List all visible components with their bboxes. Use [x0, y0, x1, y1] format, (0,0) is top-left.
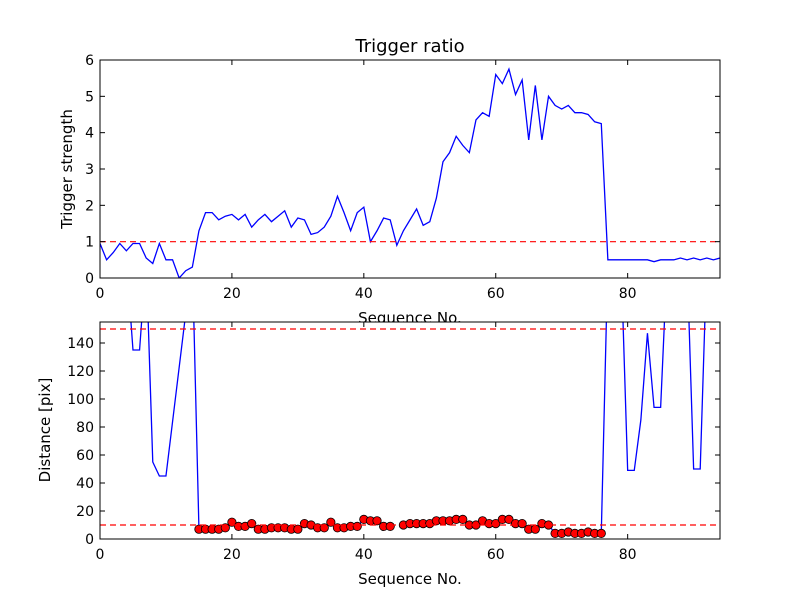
axes-frame-top	[99, 59, 721, 279]
y-tick-label: 1	[85, 235, 94, 251]
bottom-ticks-group: 0 20 40 60 80 0 20 40 60 80 100 120 140	[67, 322, 720, 563]
x-tick-label: 20	[223, 286, 241, 302]
x-tick-label: 80	[619, 547, 637, 563]
x-axis-label-bottom: Sequence No.	[358, 570, 462, 588]
y-tick-label: 60	[76, 448, 94, 464]
data-point	[458, 514, 468, 525]
top-series-group	[100, 67, 720, 278]
data-point	[293, 524, 303, 534]
y-tick-label: 140	[67, 336, 94, 352]
data-point	[220, 523, 230, 533]
y-tick-label: 2	[85, 198, 94, 214]
x-tick-label: 40	[355, 286, 373, 302]
data-point	[326, 517, 336, 527]
y-tick-label: 4	[85, 126, 94, 142]
series-line	[100, 67, 720, 278]
y-tick-label: 5	[85, 89, 94, 105]
data-point	[319, 523, 329, 533]
y-tick-label: 0	[85, 532, 94, 548]
y-tick-label: 40	[76, 476, 94, 492]
data-point	[372, 516, 382, 526]
x-tick-label: 0	[96, 547, 105, 563]
chart-title: Trigger ratio	[354, 36, 464, 57]
y-tick-label: 120	[67, 364, 94, 380]
plot-area-top	[100, 60, 720, 278]
data-point	[227, 517, 237, 527]
data-point	[352, 521, 362, 532]
x-tick-label: 80	[619, 286, 637, 302]
x-tick-label: 40	[355, 547, 373, 563]
data-point	[385, 521, 395, 532]
bottom-series-group	[100, 322, 720, 539]
axes-frame-bottom	[99, 321, 721, 540]
data-point	[596, 528, 606, 539]
y-tick-label: 80	[76, 420, 94, 436]
x-tick-label: 0	[96, 286, 105, 302]
y-axis-label-bottom: Distance [pix]	[36, 378, 54, 483]
y-tick-label: 3	[85, 162, 94, 178]
y-tick-label: 6	[85, 53, 94, 69]
x-tick-label: 60	[487, 286, 505, 302]
y-tick-label: 0	[85, 271, 94, 287]
y-tick-label: 100	[67, 392, 94, 408]
data-point	[491, 518, 501, 529]
data-point	[504, 514, 514, 525]
chart-bottom: 0 20 40 60 80 0 20 40 60 80 100 120 140 Sequence No.…	[36, 321, 721, 588]
data-point	[247, 518, 257, 529]
data-point	[517, 518, 527, 529]
y-tick-label: 20	[76, 504, 94, 520]
y-axis-label-top: Trigger strength	[58, 109, 76, 230]
top-ticks-group: 0 20 40 60 80 0 1 2 3 4 5 6	[85, 53, 720, 302]
plot-area-bottom	[100, 322, 720, 539]
x-tick-label: 60	[487, 547, 505, 563]
x-tick-label: 20	[223, 547, 241, 563]
